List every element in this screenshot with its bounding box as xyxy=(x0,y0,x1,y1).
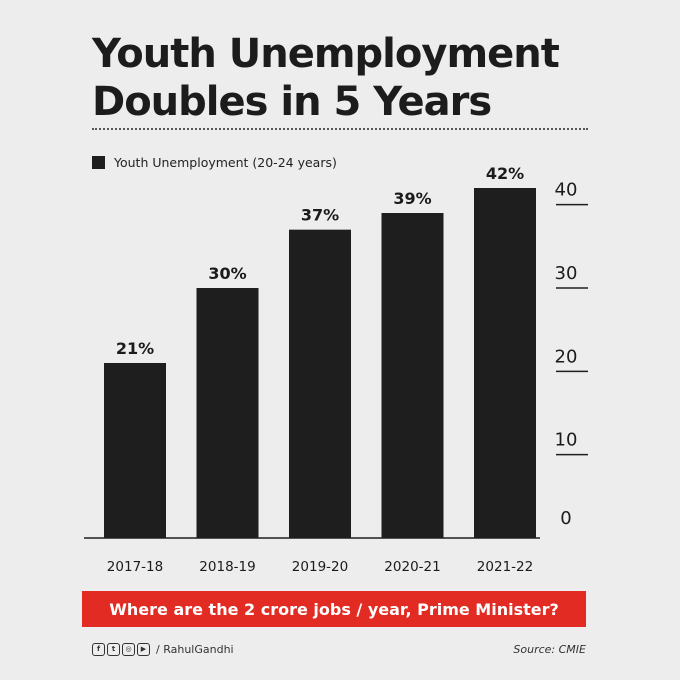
handle-text: / RahulGandhi xyxy=(156,642,234,656)
y-tick-label: 10 xyxy=(555,430,578,451)
data-label: 39% xyxy=(393,189,431,208)
dotted-divider xyxy=(92,128,588,130)
x-tick-label: 2021-22 xyxy=(477,559,533,575)
cta-banner: Where are the 2 crore jobs / year, Prime… xyxy=(82,591,586,627)
title-line-2: Doubles in 5 Years xyxy=(92,79,492,125)
bar-chart: Youth Unemployment (20-24 years) 21% 2017-… xyxy=(84,155,588,575)
social-handle: f t ◎ ▶ / RahulGandhi xyxy=(92,640,234,658)
data-label: 21% xyxy=(116,339,154,358)
x-tick-label: 2019-20 xyxy=(292,559,348,575)
legend-swatch xyxy=(92,156,105,169)
x-tick-label: 2020-21 xyxy=(384,559,440,575)
x-tick-label: 2018-19 xyxy=(199,559,255,575)
instagram-icon: ◎ xyxy=(122,642,135,656)
y-tick-label: 30 xyxy=(555,263,578,284)
y-tick-label: 0 xyxy=(560,508,571,529)
youtube-icon: ▶ xyxy=(137,642,150,656)
data-label: 42% xyxy=(486,164,524,183)
bar xyxy=(104,363,166,538)
x-tick-label: 2017-18 xyxy=(107,559,163,575)
facebook-icon: f xyxy=(92,642,105,656)
data-label: 37% xyxy=(301,206,339,225)
bar xyxy=(289,229,351,538)
bar xyxy=(474,188,536,538)
cta-text: Where are the 2 crore jobs / year, Prime… xyxy=(109,599,559,619)
source-note: Source: CMIE xyxy=(513,640,586,658)
twitter-icon: t xyxy=(107,642,120,656)
bar xyxy=(196,288,259,538)
y-tick-label: 20 xyxy=(555,346,578,367)
chart-title: Youth Unemployment Doubles in 5 Years xyxy=(92,30,632,126)
y-tick-label: 40 xyxy=(555,180,578,201)
data-label: 30% xyxy=(208,264,246,283)
legend-label: Youth Unemployment (20-24 years) xyxy=(113,155,337,170)
source-text: Source: CMIE xyxy=(513,642,586,656)
bar xyxy=(381,213,444,538)
title-line-1: Youth Unemployment xyxy=(92,31,560,77)
